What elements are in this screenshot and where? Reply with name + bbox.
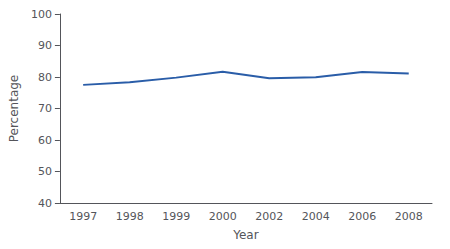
svg-text:70: 70 — [38, 102, 52, 115]
svg-text:1998: 1998 — [116, 210, 144, 223]
svg-text:1999: 1999 — [162, 210, 190, 223]
svg-text:Percentage: Percentage — [7, 75, 21, 143]
svg-text:100: 100 — [31, 8, 52, 21]
svg-text:Year: Year — [232, 228, 258, 242]
svg-text:2002: 2002 — [255, 210, 283, 223]
svg-text:2008: 2008 — [395, 210, 423, 223]
svg-text:50: 50 — [38, 165, 52, 178]
svg-text:1997: 1997 — [69, 210, 97, 223]
svg-text:40: 40 — [38, 197, 52, 210]
svg-text:2004: 2004 — [302, 210, 330, 223]
svg-text:90: 90 — [38, 39, 52, 52]
svg-text:2006: 2006 — [348, 210, 376, 223]
svg-text:80: 80 — [38, 71, 52, 84]
svg-text:60: 60 — [38, 134, 52, 147]
svg-text:2000: 2000 — [209, 210, 237, 223]
